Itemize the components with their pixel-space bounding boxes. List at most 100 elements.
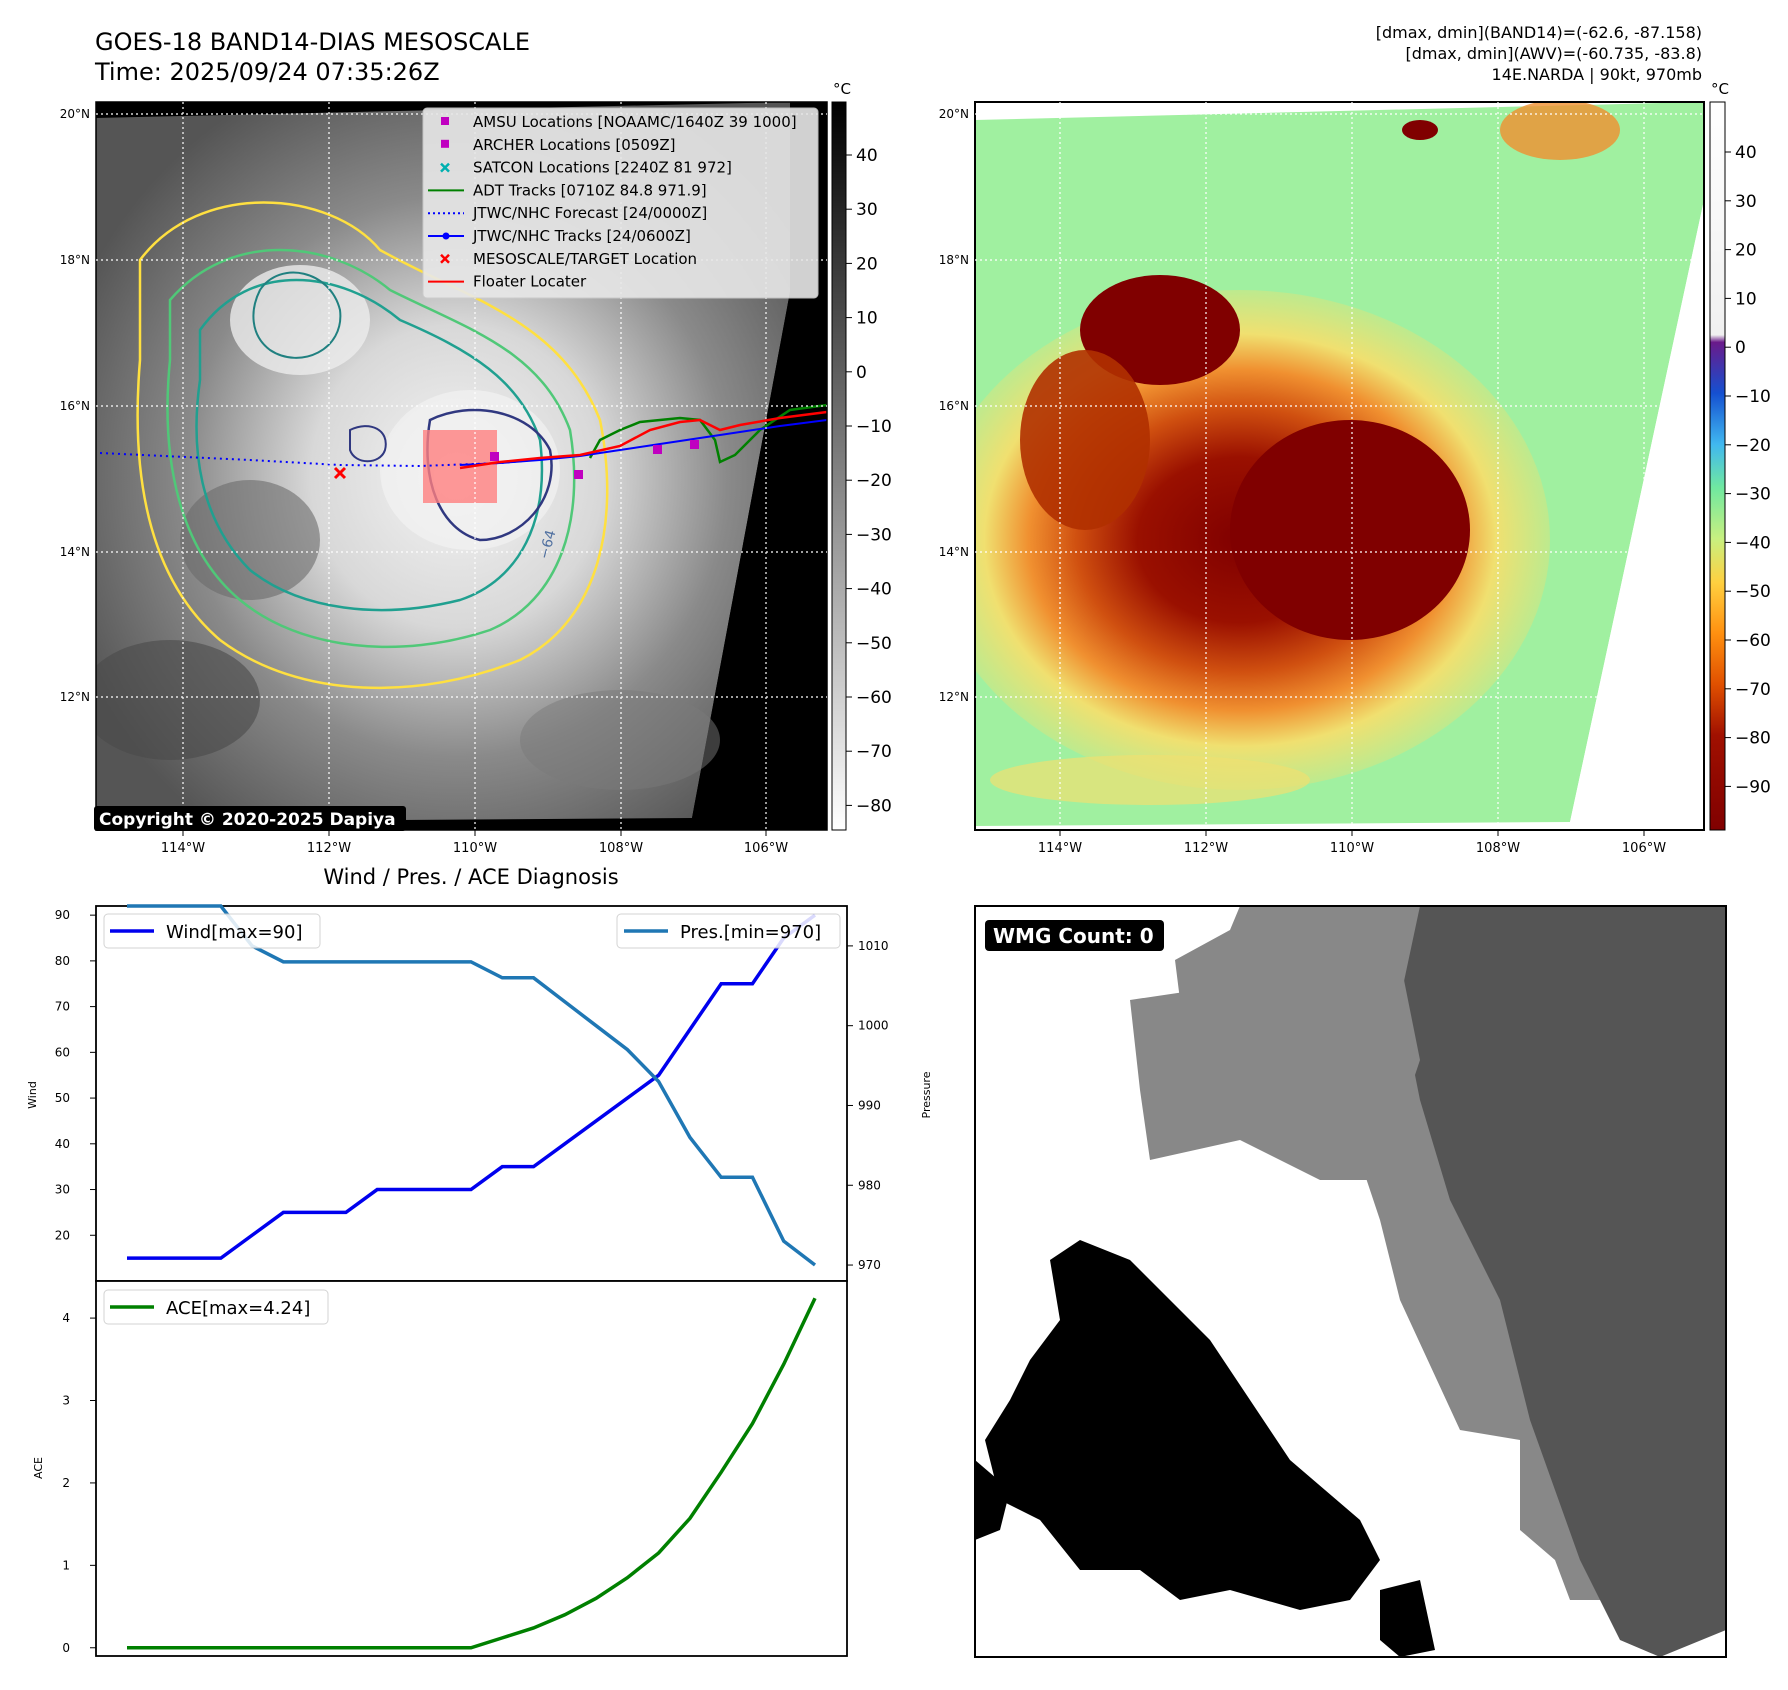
colorbar-tick-label: −10 — [1735, 387, 1771, 407]
figure-time: Time: 2025/09/24 07:35:26Z — [94, 58, 440, 86]
colorbar-tick-label: 20 — [856, 254, 878, 274]
lat-tick-label: 12°N — [939, 690, 969, 704]
jtwc-track — [459, 419, 827, 466]
legend-item-label: JTWC/NHC Forecast [24/0000Z] — [472, 204, 707, 222]
colorbar-tick-label: −50 — [1735, 582, 1771, 602]
x-marker-icon — [440, 162, 450, 173]
pressure-tick-label: 990 — [858, 1098, 881, 1112]
legend-item-label: SATCON Locations [2240Z 81 972] — [473, 159, 732, 177]
ace-tick-label: 2 — [62, 1476, 70, 1490]
lat-tick-label: 20°N — [939, 107, 969, 121]
contour-label: −64 — [536, 528, 559, 561]
ace-tick-label: 0 — [62, 1641, 70, 1655]
lat-tick-label: 12°N — [60, 690, 90, 704]
pressure-tick-label: 980 — [858, 1178, 881, 1192]
colorbar-tick-label: 30 — [856, 200, 878, 220]
lon-tick-label: 108°W — [599, 841, 643, 856]
map-right-gridlines — [975, 102, 1704, 830]
lat-tick-label: 14°N — [939, 545, 969, 559]
colorbar-right — [1709, 101, 1726, 831]
colorbar-tick-label: −30 — [1735, 485, 1771, 505]
mesoscale-box — [423, 430, 497, 503]
colorbar-tick-label: −70 — [856, 742, 892, 762]
wind-tick-label: 30 — [55, 1183, 70, 1197]
ace-series-line — [127, 1297, 817, 1650]
ace-plot-frame — [95, 1280, 848, 1657]
ace-legend-label: ACE[max=4.24] — [166, 1298, 310, 1319]
legend-item-label: AMSU Locations [NOAAMC/1640Z 39 1000] — [473, 113, 797, 131]
lon-tick-label: 106°W — [1622, 841, 1666, 856]
wind-tick-label: 80 — [55, 954, 70, 968]
colorbar-tick-label: 0 — [856, 363, 867, 383]
wmg-panel: WMG Count: 0 — [974, 905, 1727, 1658]
colorbar-right-ticks: 40 30 20 10 0 −10 −20 −30 −40 −50 −60 −70 −80 −90 — [1725, 143, 1771, 797]
figure-title: GOES-18 BAND14-DIAS MESOSCALE — [95, 28, 530, 56]
colorbar-left-unit: °C — [833, 80, 851, 98]
map-left-legend: AMSU Locations [NOAAMC/1640Z 39 1000] ARC… — [422, 107, 819, 299]
legend-item-label: ADT Tracks [0710Z 84.8 971.9] — [473, 181, 707, 199]
wind-axis-ticks: 20 30 40 50 60 70 80 90 — [55, 908, 96, 1242]
legend-item-label: ARCHER Locations [0509Z] — [473, 136, 676, 154]
colorbar-tick-label: 0 — [1735, 338, 1746, 358]
square-marker-icon — [441, 117, 449, 125]
lon-tick-label: 108°W — [1476, 841, 1520, 856]
info-line-3: 14E.NARDA | 90kt, 970mb — [1492, 65, 1702, 84]
info-line-2: [dmax, dmin](AWV)=(-60.735, -83.8) — [1405, 44, 1702, 63]
colorbar-tick-label: −80 — [1735, 729, 1771, 749]
pressure-tick-label: 1010 — [858, 939, 889, 953]
lat-tick-label: 20°N — [60, 107, 90, 121]
floater-track — [459, 410, 827, 470]
map-left-lon-ticks: 114°W 112°W 110°W 108°W 106°W — [161, 830, 788, 856]
colorbar-tick-label: −40 — [1735, 533, 1771, 553]
colorbar-left-ticks: 40 30 20 10 0 −10 −20 −30 −40 −50 −60 −70 −80 — [846, 146, 892, 816]
ace-axis-ticks: 0 1 2 3 4 — [62, 1311, 96, 1655]
pressure-tick-label: 970 — [858, 1258, 881, 1272]
wind-pres-plot-frame — [95, 905, 848, 1282]
wind-tick-label: 50 — [55, 1091, 70, 1105]
lat-tick-label: 18°N — [60, 253, 90, 267]
lon-tick-label: 112°W — [307, 841, 351, 856]
wind-tick-label: 40 — [55, 1137, 70, 1151]
lat-tick-label: 16°N — [939, 399, 969, 413]
x-marker-icon — [440, 253, 450, 264]
lon-tick-label: 110°W — [453, 841, 497, 856]
map-left-frame — [95, 101, 828, 831]
legend-item-label: Floater Locater — [473, 273, 587, 291]
pressure-legend-label: Pres.[min=970] — [680, 922, 821, 943]
legend-item-label: JTWC/NHC Tracks [24/0600Z] — [472, 227, 691, 245]
ace-tick-label: 4 — [62, 1311, 70, 1325]
colorbar-tick-label: 30 — [1735, 192, 1757, 212]
diagnosis-title: Wind / Pres. / ACE Diagnosis — [323, 865, 618, 889]
wind-tick-label: 90 — [55, 908, 70, 922]
wind-series-line — [127, 913, 817, 1260]
pressure-axis-ticks: 970 980 990 1000 1010 — [847, 939, 889, 1272]
wind-tick-label: 60 — [55, 1045, 70, 1059]
line-dot-icon — [428, 232, 464, 240]
lon-tick-label: 114°W — [161, 841, 205, 856]
wind-legend-label: Wind[max=90] — [166, 922, 303, 943]
map-right-lon-ticks: 114°W 112°W 110°W 108°W 106°W — [1038, 830, 1666, 856]
legend-item-label: MESOSCALE/TARGET Location — [473, 250, 697, 268]
wind-tick-label: 70 — [55, 1000, 70, 1014]
colorbar-tick-label: −80 — [856, 796, 892, 816]
colorbar-tick-label: 10 — [1735, 289, 1757, 309]
pressure-axis-label: Pressure — [920, 1071, 933, 1118]
lon-tick-label: 112°W — [1184, 841, 1228, 856]
colorbar-tick-label: −70 — [1735, 680, 1771, 700]
colorbar-tick-label: −40 — [856, 580, 892, 600]
ace-axis-label: ACE — [32, 1457, 45, 1479]
wind-legend-box — [103, 913, 321, 949]
colorbar-left — [831, 101, 847, 831]
map-right-frame — [974, 101, 1705, 831]
ace-tick-label: 3 — [62, 1394, 70, 1408]
lat-tick-label: 16°N — [60, 399, 90, 413]
colorbar-tick-label: −90 — [1735, 777, 1771, 797]
lon-tick-label: 106°W — [744, 841, 788, 856]
wind-tick-label: 20 — [55, 1228, 70, 1242]
map-left-lat-ticks: 20°N 18°N 16°N 14°N 12°N — [60, 107, 90, 704]
colorbar-tick-label: −10 — [856, 417, 892, 437]
colorbar-tick-label: −30 — [856, 525, 892, 545]
lon-tick-label: 110°W — [1330, 841, 1374, 856]
colorbar-tick-label: 40 — [1735, 143, 1757, 163]
lon-tick-label: 114°W — [1038, 841, 1082, 856]
